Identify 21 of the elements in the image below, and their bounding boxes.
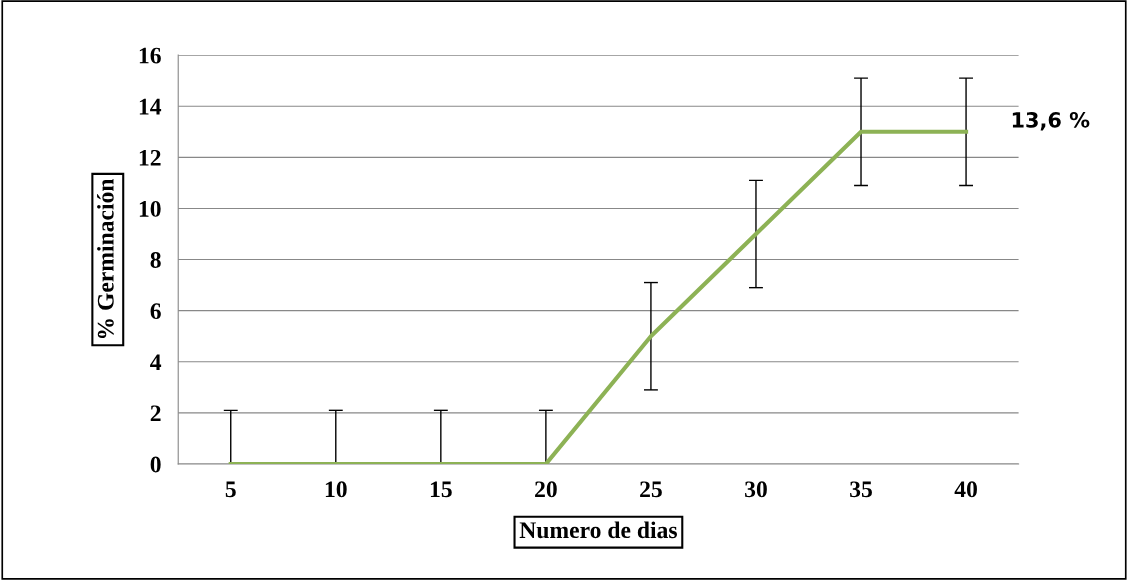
x-tick-label: 25 bbox=[640, 481, 662, 498]
x-tick-label: 5 bbox=[225, 481, 236, 498]
y-axis-title: % Germinación bbox=[97, 178, 114, 339]
annotation: 13,6 % bbox=[1012, 111, 1090, 131]
y-tick-label: 8 bbox=[150, 252, 161, 268]
y-tick-label: 14 bbox=[139, 98, 162, 115]
y-tick-label: 0 bbox=[150, 456, 161, 473]
x-tick-label: 10 bbox=[325, 481, 347, 498]
x-tick-label: 40 bbox=[954, 481, 977, 498]
x-tick-label: 20 bbox=[535, 481, 557, 498]
y-tick-label: 4 bbox=[150, 354, 162, 370]
y-tick-label: 12 bbox=[139, 149, 161, 166]
x-axis-title: Numero de dias bbox=[519, 521, 677, 539]
x-tick-label: 35 bbox=[850, 481, 872, 498]
x-tick-label: 15 bbox=[430, 481, 452, 498]
line-series bbox=[228, 129, 969, 464]
y-tick-label: 2 bbox=[150, 405, 161, 422]
y-tick-label: 10 bbox=[139, 200, 161, 217]
y-tick-label: 16 bbox=[139, 47, 161, 64]
x-tick-label: 30 bbox=[745, 481, 767, 498]
y-tick-label: 6 bbox=[150, 303, 161, 320]
